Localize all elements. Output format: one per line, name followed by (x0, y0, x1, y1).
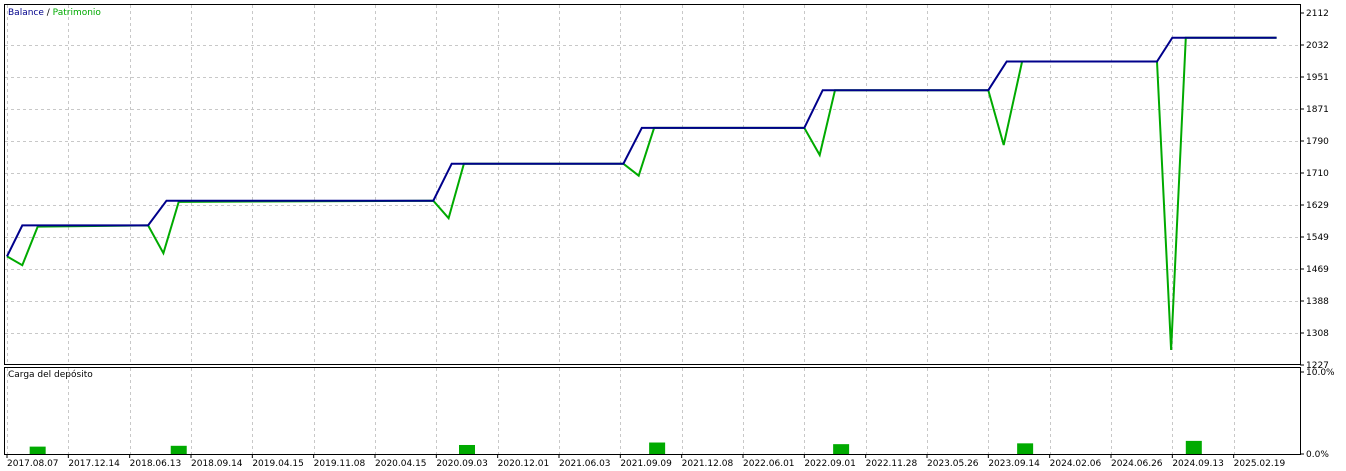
x-tick-label: 2018.06.13 (130, 459, 182, 469)
load-bar (1017, 443, 1034, 454)
x-tick-label: 2019.11.08 (314, 459, 366, 469)
y-tick-label: 1951 (1306, 73, 1329, 83)
load-bar (29, 446, 46, 454)
y-tick-label: 1790 (1306, 137, 1329, 147)
x-tick-label: 2018.09.14 (191, 459, 243, 469)
x-tick-label: 2017.12.14 (68, 459, 120, 469)
x-tick-label: 2024.09.13 (1172, 459, 1224, 469)
load-y-tick-label: 10.0% (1306, 368, 1335, 378)
x-tick-label: 2025.02.19 (1234, 459, 1286, 469)
x-tick-label: 2024.06.26 (1111, 459, 1163, 469)
load-plot-area (4, 367, 1301, 455)
load-bar (459, 444, 475, 454)
y-tick-label: 2112 (1306, 9, 1329, 19)
y-tick-label: 1549 (1306, 233, 1329, 243)
y-tick-label: 1629 (1306, 201, 1329, 211)
x-axis-ticks: 2017.08.07 2017.12.14 2018.06.13 2018.09.14… (6, 455, 1286, 469)
y-tick-label: 1388 (1306, 297, 1329, 307)
load-y-tick-label: 0.0% (1306, 450, 1329, 460)
y-axis-ticks: 2112 2032 1951 1871 1790 1710 1629 1549 1469 1388… (1300, 9, 1329, 371)
legend-separator: / (44, 8, 53, 18)
x-tick-label: 2020.04.15 (375, 459, 427, 469)
x-tick-label: 2021.09.09 (620, 459, 672, 469)
load-bar (649, 442, 666, 454)
x-tick-label: 2022.09.01 (804, 459, 856, 469)
y-tick-label: 1871 (1306, 105, 1329, 115)
x-tick-label: 2024.02.06 (1050, 459, 1102, 469)
load-bar (833, 444, 850, 454)
x-tick-label: 2023.09.14 (988, 459, 1040, 469)
load-panel-title: Carga del depósito (8, 369, 93, 380)
x-tick-label: 2020.09.03 (436, 459, 488, 469)
load-y-axis-ticks: 10.0% 0.0% (1300, 368, 1335, 460)
x-tick-label: 2022.11.28 (866, 459, 918, 469)
x-tick-label: 2017.08.07 (7, 459, 59, 469)
load-bars (29, 440, 1202, 454)
legend-balance: Balance (8, 8, 44, 18)
load-bar (1185, 440, 1202, 454)
y-tick-label: 2032 (1306, 41, 1329, 51)
x-tick-label: 2023.05.26 (927, 459, 979, 469)
y-tick-label: 1308 (1306, 329, 1329, 339)
x-tick-label: 2021.12.08 (682, 459, 734, 469)
balance-line (6, 36, 1277, 257)
legend: Balance / Patrimonio (8, 8, 101, 18)
x-tick-label: 2021.06.03 (559, 459, 611, 469)
y-tick-label: 1469 (1306, 265, 1329, 275)
y-tick-label: 1710 (1306, 169, 1329, 179)
load-bar (170, 445, 187, 454)
x-tick-label: 2020.12.01 (498, 459, 550, 469)
series-layer (6, 36, 1277, 350)
x-tick-label: 2022.06.01 (743, 459, 795, 469)
x-tick-label: 2019.04.15 (252, 459, 304, 469)
load-grid (7, 368, 1235, 454)
main-plot-area (4, 4, 1301, 365)
y-tick-label: 1227 (1306, 361, 1329, 371)
legend-equity: Patrimonio (53, 8, 102, 18)
